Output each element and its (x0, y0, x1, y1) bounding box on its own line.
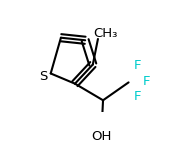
Text: F: F (134, 59, 141, 72)
Text: F: F (134, 90, 141, 103)
Text: OH: OH (91, 130, 112, 143)
Text: F: F (143, 75, 150, 88)
Text: S: S (40, 69, 48, 83)
Text: CH₃: CH₃ (93, 27, 117, 40)
